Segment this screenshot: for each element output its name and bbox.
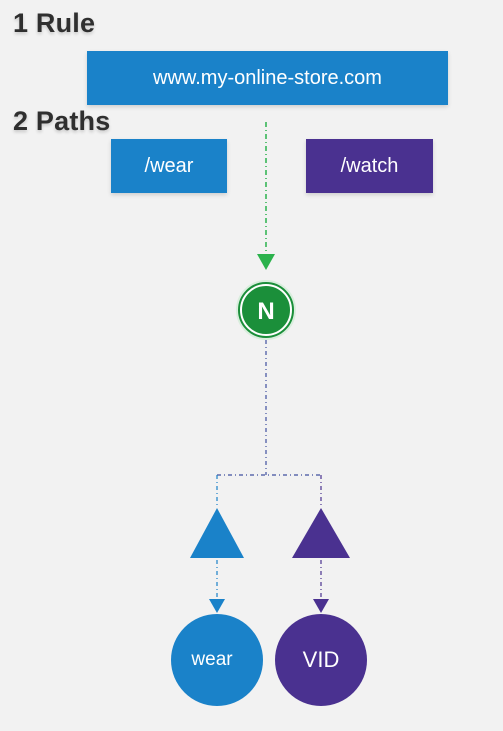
pod-node-wear: wear [171,614,263,706]
vid-pod-arrow-head [313,599,329,613]
pod-node-vid: VID [275,614,367,706]
ingress-controller-node: N [236,280,296,340]
host-rule-box: www.my-online-store.com [87,51,448,105]
pod-label-vid: VID [303,647,340,672]
wear-pod-arrow-head [209,599,225,613]
rule-heading: 1 Rule [13,8,96,38]
service-triangle-vid [292,508,350,558]
ingress-node-label: N [257,298,274,325]
pod-label-wear: wear [190,649,233,670]
ingress-arrow-head [257,254,275,270]
service-triangle-wear [190,508,244,558]
path-box-wear: /wear [111,139,227,193]
paths-heading: 2 Paths [13,106,111,136]
path-box-watch: /watch [306,139,433,193]
